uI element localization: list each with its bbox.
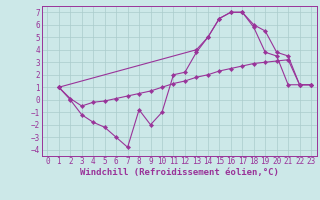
X-axis label: Windchill (Refroidissement éolien,°C): Windchill (Refroidissement éolien,°C)	[80, 168, 279, 177]
